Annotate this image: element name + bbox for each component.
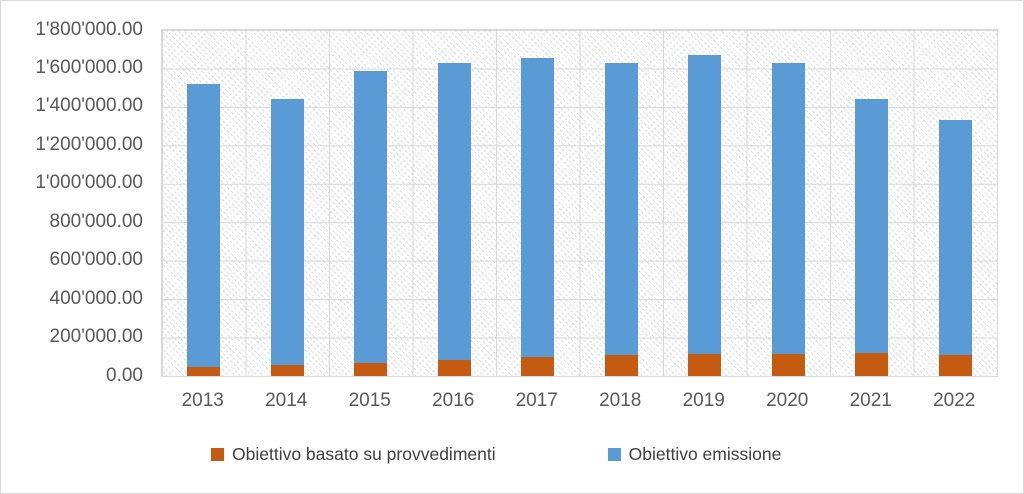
x-axis-tick-label: 2020: [766, 390, 809, 411]
bar-2021: [855, 98, 889, 376]
bar-2014: [270, 99, 304, 376]
bar-2016: [437, 63, 471, 376]
bar-2019: [688, 55, 722, 376]
bar-segment-provvedimenti: [521, 356, 555, 376]
bar-segment-emissione: [354, 71, 388, 363]
x-axis-tick-label: 2018: [599, 390, 642, 411]
x-axis: 2013 2014 2015 2016 2017 2018 2019 2020 2021 2022: [161, 389, 996, 413]
bar-2015: [354, 71, 388, 376]
bar-segment-emissione: [270, 99, 304, 366]
x-axis-tick-label: 2013: [181, 390, 224, 411]
bar-segment-provvedimenti: [270, 365, 304, 376]
bar-2013: [187, 84, 221, 376]
legend-swatch-icon: [607, 447, 621, 461]
y-axis-tick-label: 1'400'000.00: [35, 95, 143, 117]
legend-swatch-icon: [211, 447, 224, 461]
y-axis-tick-label: 400'000.00: [49, 287, 143, 309]
legend-item: Obiettivo basato su provvedimenti: [211, 444, 496, 464]
y-axis-tick-label: 0.00: [106, 364, 143, 386]
bar-segment-emissione: [604, 62, 638, 356]
legend-label: Obiettivo basato su provvedimenti: [232, 444, 496, 464]
bar-segment-emissione: [938, 120, 972, 356]
bar-segment-emissione: [855, 98, 889, 353]
y-axis-tick-label: 1'800'000.00: [35, 18, 143, 40]
x-axis-tick-label: 2022: [933, 390, 976, 411]
legend-label: Obiettivo emissione: [628, 444, 782, 464]
y-axis-tick-label: 1'600'000.00: [35, 56, 143, 78]
x-axis-tick-label: 2016: [432, 390, 475, 411]
x-axis-tick-label: 2014: [265, 390, 308, 411]
bar-segment-provvedimenti: [187, 367, 221, 376]
y-axis-tick-label: 600'000.00: [49, 249, 143, 271]
bar-segment-emissione: [688, 55, 722, 355]
y-axis-tick-label: 1'200'000.00: [35, 133, 143, 155]
y-axis-tick-label: 800'000.00: [49, 210, 143, 232]
bar-segment-provvedimenti: [354, 362, 388, 376]
bar-segment-provvedimenti: [938, 355, 972, 376]
x-axis-tick-label: 2015: [348, 390, 391, 411]
bar-segment-emissione: [187, 84, 221, 368]
legend: Obiettivo basato su provvedimenti Obietti…: [211, 444, 781, 464]
bar-segment-emissione: [771, 62, 805, 354]
bar-segment-provvedimenti: [855, 352, 889, 376]
y-axis-tick-label: 200'000.00: [49, 326, 143, 348]
bar-segment-emissione: [437, 63, 471, 360]
bar-2018: [604, 62, 638, 376]
bar-segment-emissione: [521, 58, 555, 357]
legend-item: Obiettivo emissione: [607, 444, 782, 464]
bar-segment-provvedimenti: [688, 354, 722, 376]
bar-2022: [938, 120, 972, 376]
plot-area: [161, 29, 998, 377]
x-axis-tick-label: 2017: [515, 390, 558, 411]
x-axis-tick-label: 2021: [849, 390, 892, 411]
bar-segment-provvedimenti: [604, 355, 638, 376]
bar-segment-provvedimenti: [437, 359, 471, 376]
y-axis-tick-label: 1'000'000.00: [35, 172, 143, 194]
x-axis-tick-label: 2019: [682, 390, 725, 411]
bar-2017: [521, 58, 555, 376]
bar-2020: [771, 62, 805, 376]
bar-segment-provvedimenti: [771, 353, 805, 376]
